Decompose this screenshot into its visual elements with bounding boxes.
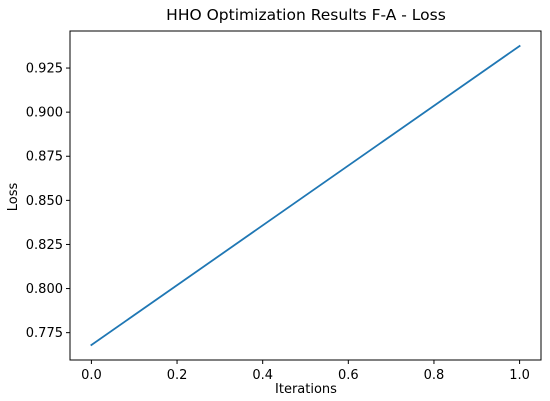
y-tick-label: 0.850 <box>26 194 63 209</box>
plot-frame <box>69 30 542 361</box>
chart-title: HHO Optimization Results F-A - Loss <box>166 6 446 24</box>
x-tick-label: 0.6 <box>338 368 359 383</box>
series-layer <box>90 44 521 347</box>
x-tick-label: 0.4 <box>252 368 273 383</box>
x-tick-label: 0.2 <box>167 368 188 383</box>
y-tick-label: 0.800 <box>26 282 63 297</box>
x-tick-label: 0.0 <box>81 368 102 383</box>
y-tick-label: 0.775 <box>26 326 63 341</box>
y-tick-label: 0.875 <box>26 150 63 165</box>
x-axis-ticks: 0.0 0.2 0.4 0.6 0.8 1.0 <box>81 360 530 383</box>
plot-area: 0.0 0.2 0.4 0.6 0.8 1.0 0.7750.8000.8250.8500… <box>26 30 542 383</box>
series-line <box>90 44 521 347</box>
y-axis-ticks: 0.775 0.800 0.825 0.850 0.875 0.900 0.925 <box>26 62 70 341</box>
y-tick-label: 0.825 <box>26 238 63 253</box>
x-axis-label: Iterations <box>275 382 337 397</box>
y-tick-label: 0.925 <box>26 62 63 77</box>
x-tick-label: 1.0 <box>509 368 530 383</box>
x-tick-label: 0.8 <box>424 368 445 383</box>
y-axis-label: Loss <box>6 183 21 212</box>
y-tick-label: 0.900 <box>26 106 63 121</box>
